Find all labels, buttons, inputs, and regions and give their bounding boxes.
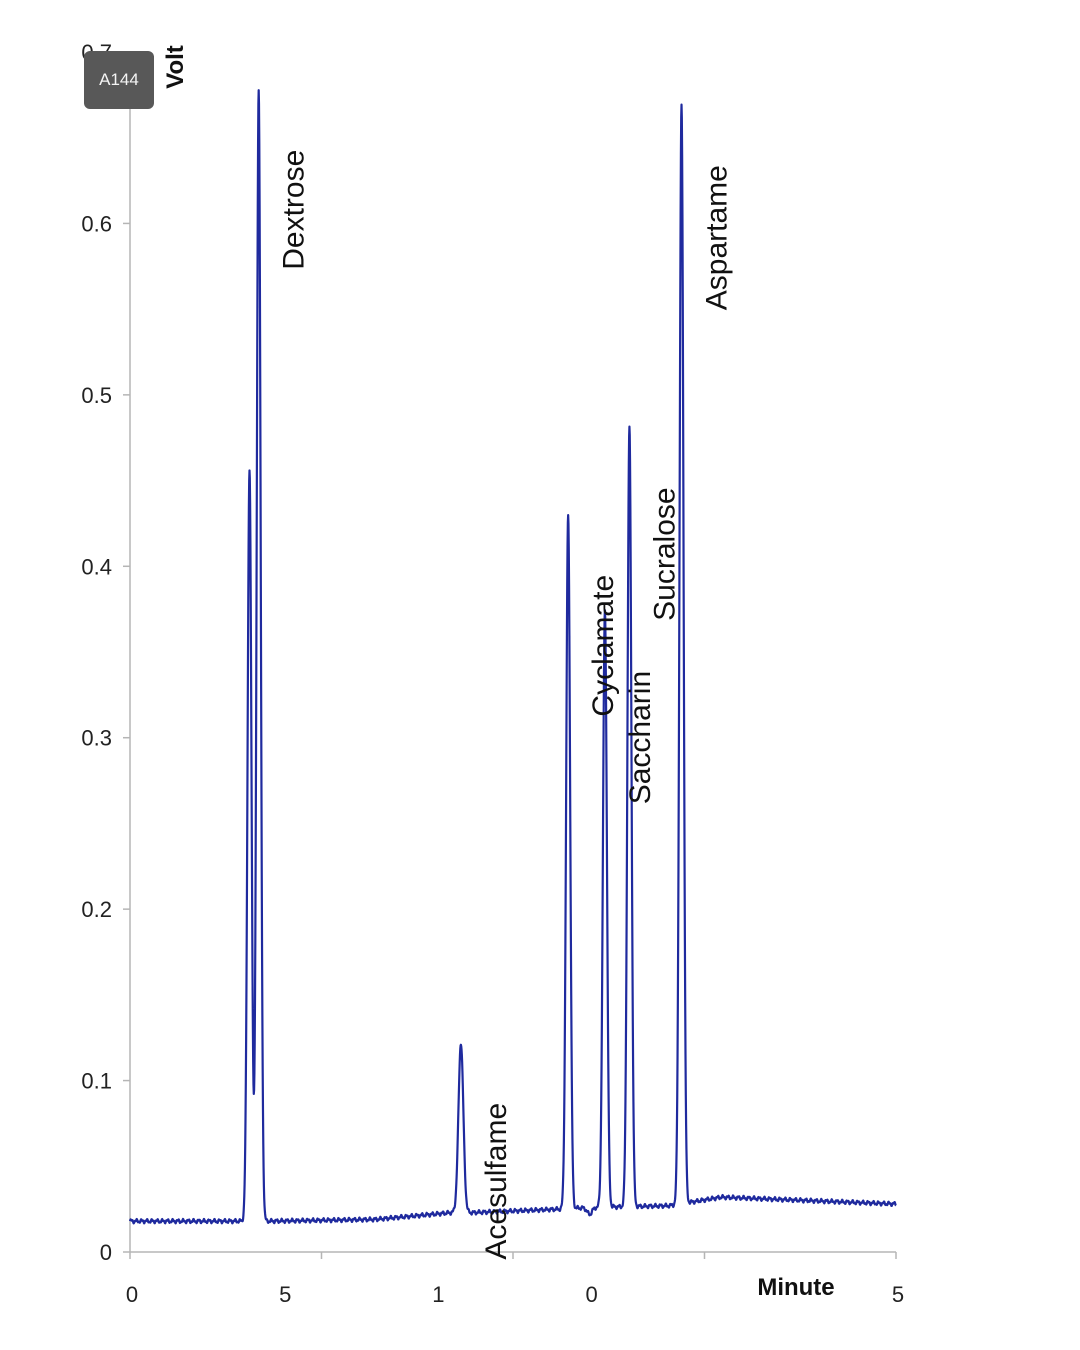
y-tick-label: 0.3 <box>81 726 112 751</box>
peak-label: Acesulfame <box>480 1103 513 1260</box>
x-tick-label: 0 <box>126 1282 138 1307</box>
y-tick-label: 0.1 <box>81 1069 112 1094</box>
y-tick-label: 0.6 <box>81 211 112 236</box>
x-tick-label: 5 <box>279 1282 291 1307</box>
x-tick-label: 1 <box>432 1282 444 1307</box>
y-tick-label: 0.4 <box>81 554 112 579</box>
y-tick-label: 0.2 <box>81 897 112 922</box>
y-axis-ticks: 00.10.20.30.40.50.60.7 <box>81 40 130 1265</box>
peak-label: Dextrose <box>278 150 311 270</box>
y-tick-label: 0.5 <box>81 383 112 408</box>
peak-label: Cyclamate <box>587 575 620 717</box>
y-axis-title: Volt <box>162 45 189 89</box>
signal-trace <box>128 89 897 1225</box>
x-axis-title: Minute <box>757 1274 834 1301</box>
peak-label: Saccharin <box>624 671 657 804</box>
x-tick-label: 0 <box>585 1282 597 1307</box>
x-tick-label: 5 <box>892 1282 904 1307</box>
peak-label: Sucralose <box>648 487 681 620</box>
y-tick-label: 0 <box>100 1240 112 1265</box>
figure-badge: A144 <box>84 51 154 109</box>
peak-label: Aspartame <box>701 165 734 310</box>
